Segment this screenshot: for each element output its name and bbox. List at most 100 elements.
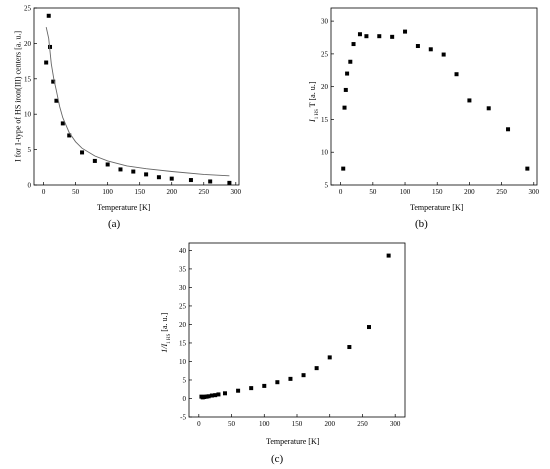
data-point-b xyxy=(403,29,408,34)
data-point-a xyxy=(67,133,72,138)
data-point-b xyxy=(415,44,420,49)
data-point-a xyxy=(54,98,59,103)
y-axis-label-c-main: 1/I xyxy=(160,343,170,353)
x-tick-label-c: 200 xyxy=(324,420,335,428)
y-tick-label-c: 40 xyxy=(179,247,187,255)
x-tick-label-b: 250 xyxy=(496,188,507,196)
x-tick-label-a: 300 xyxy=(231,188,242,196)
data-point-c xyxy=(275,380,280,385)
data-point-c xyxy=(209,393,214,398)
y-axis-label-b-rest: T [a. u.] xyxy=(308,81,318,108)
data-point-b xyxy=(486,106,491,111)
y-tick-label-c: 15 xyxy=(179,339,187,347)
y-tick-label-c: 5 xyxy=(183,376,187,384)
data-point-b xyxy=(341,166,346,171)
y-tick-label-a: 25 xyxy=(24,5,32,13)
panel-label-b: (b) xyxy=(415,218,428,230)
data-point-a xyxy=(46,13,51,18)
data-point-a xyxy=(188,178,193,183)
y-axis-label-b-main: I xyxy=(308,119,318,122)
y-tick-label-c: -5 xyxy=(180,414,186,422)
x-tick-label-c: 0 xyxy=(197,420,201,428)
x-tick-label-a: 150 xyxy=(134,188,145,196)
x-tick-label-b: 50 xyxy=(369,188,377,196)
x-tick-label-a: 200 xyxy=(166,188,177,196)
y-tick-label-b: 30 xyxy=(321,18,329,26)
x-tick-label-c: 250 xyxy=(357,420,368,428)
y-tick-label-c: 0 xyxy=(183,395,187,403)
x-tick-label-c: 150 xyxy=(292,420,303,428)
data-point-c xyxy=(301,373,306,378)
data-point-a xyxy=(227,180,232,185)
y-axis-label-b: I1 HS T [a. u.] xyxy=(308,52,320,152)
y-tick-label-b: 15 xyxy=(321,116,329,124)
data-point-b xyxy=(377,34,382,39)
data-point-a xyxy=(131,169,136,174)
data-point-c xyxy=(327,355,332,360)
plot-frame-c xyxy=(188,242,406,418)
y-tick-label-a: 5 xyxy=(28,146,32,154)
data-point-a xyxy=(44,60,49,65)
data-point-a xyxy=(92,158,97,163)
y-tick-label-c: 10 xyxy=(179,358,187,366)
plot-frame-a xyxy=(33,7,240,186)
data-point-c xyxy=(223,391,227,396)
data-point-b xyxy=(342,105,347,110)
data-point-a xyxy=(144,172,149,177)
y-tick-label-b: 20 xyxy=(321,83,329,91)
data-point-c xyxy=(236,388,241,393)
panel-label-c: (c) xyxy=(271,453,284,465)
x-tick-label-c: 100 xyxy=(259,420,270,428)
data-point-b xyxy=(364,34,369,39)
y-tick-label-b: 10 xyxy=(321,149,329,157)
x-axis-label-c: Temperature [K] xyxy=(266,437,320,446)
data-point-c xyxy=(262,383,267,388)
panel-label-a: (a) xyxy=(108,218,121,230)
data-point-a xyxy=(169,176,174,181)
x-tick-label-a: 50 xyxy=(72,188,80,196)
data-point-a xyxy=(118,167,123,172)
data-point-b xyxy=(357,32,362,37)
data-point-b xyxy=(428,47,433,52)
y-axis-label-a: I for 1-type of HS iron(III) centers [a.… xyxy=(13,30,23,163)
data-point-c xyxy=(288,376,293,381)
y-tick-label-c: 35 xyxy=(179,265,187,273)
data-point-c xyxy=(314,366,319,371)
x-axis-label-b: Temperature [K] xyxy=(410,203,464,212)
x-tick-label-b: 0 xyxy=(339,188,343,196)
data-point-c xyxy=(367,325,371,330)
x-tick-label-b: 150 xyxy=(432,188,443,196)
y-tick-label-b: 25 xyxy=(321,50,329,58)
x-tick-label-c: 300 xyxy=(390,420,401,428)
data-point-a xyxy=(105,162,110,167)
data-point-c xyxy=(206,394,211,399)
data-point-b xyxy=(345,71,350,76)
y-axis-label-c: 1/I1 HS [a. u.] xyxy=(160,283,172,383)
x-tick-label-b: 100 xyxy=(400,188,411,196)
data-point-b xyxy=(525,166,530,171)
data-point-b xyxy=(390,34,395,39)
y-tick-label-a: 20 xyxy=(24,40,32,48)
y-tick-label-c: 30 xyxy=(179,284,187,292)
data-point-b xyxy=(506,127,511,132)
y-tick-label-a: 15 xyxy=(24,75,32,83)
y-tick-label-c: 20 xyxy=(179,321,187,329)
y-tick-label-a: 10 xyxy=(24,111,32,119)
data-point-c xyxy=(213,393,218,398)
data-point-c xyxy=(216,392,221,397)
x-tick-label-b: 200 xyxy=(464,188,475,196)
x-tick-label-a: 250 xyxy=(199,188,210,196)
x-axis-label-a: Temperature [K] xyxy=(97,203,151,212)
y-tick-label-c: 25 xyxy=(179,302,187,310)
data-point-b xyxy=(343,87,348,92)
data-point-b xyxy=(467,98,472,103)
y-axis-label-c-sub: 1 HS xyxy=(166,333,172,344)
x-tick-label-a: 100 xyxy=(102,188,113,196)
x-tick-label-b: 300 xyxy=(529,188,540,196)
data-point-b xyxy=(351,42,356,47)
data-point-a xyxy=(80,150,85,155)
data-point-c xyxy=(386,253,391,258)
fit-curve-a xyxy=(45,27,230,177)
data-point-a xyxy=(208,179,213,184)
